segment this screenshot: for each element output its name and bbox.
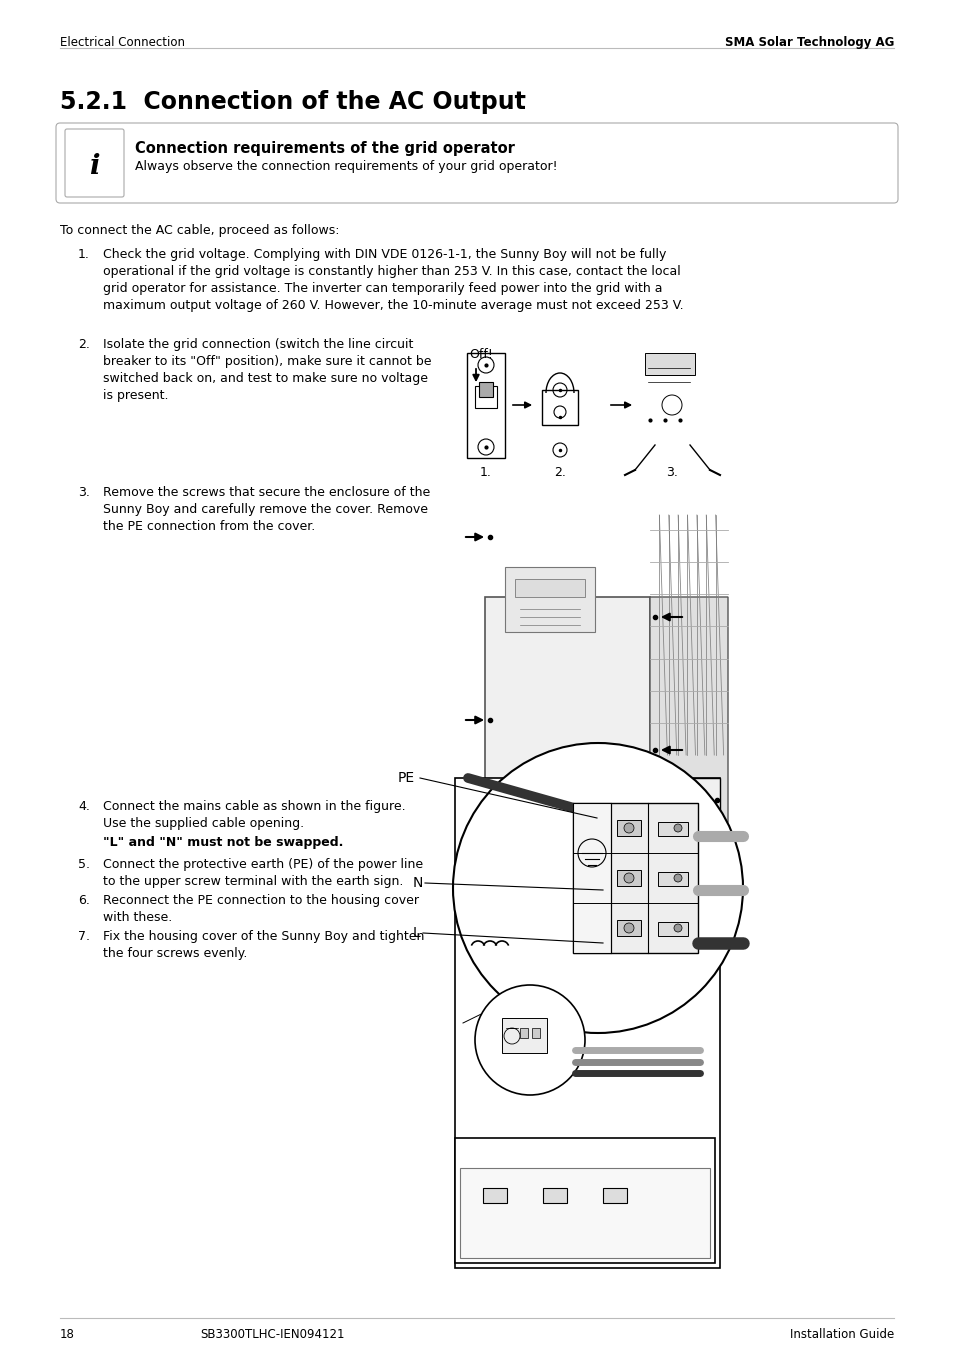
Text: Connect the protective earth (PE) of the power line
to the upper screw terminal : Connect the protective earth (PE) of the… xyxy=(103,859,423,888)
Text: PE: PE xyxy=(397,771,415,786)
Bar xyxy=(617,919,640,936)
Bar xyxy=(617,869,640,886)
Bar xyxy=(501,1018,546,1053)
FancyBboxPatch shape xyxy=(65,128,124,197)
Text: Fix the housing cover of the Sunny Boy and tighten
the four screws evenly.: Fix the housing cover of the Sunny Boy a… xyxy=(103,930,424,960)
Text: 7.: 7. xyxy=(78,930,90,942)
Text: N: N xyxy=(413,876,423,890)
Text: SB3300TLHC-IEN094121: SB3300TLHC-IEN094121 xyxy=(200,1328,344,1341)
Text: Always observe the connection requirements of your grid operator!: Always observe the connection requiremen… xyxy=(135,160,558,173)
Text: L: L xyxy=(413,926,420,940)
Bar xyxy=(542,1188,566,1203)
Text: Installation Guide: Installation Guide xyxy=(789,1328,893,1341)
Bar xyxy=(658,822,687,836)
Text: Connect the mains cable as shown in the figure.
Use the supplied cable opening.: Connect the mains cable as shown in the … xyxy=(103,800,405,830)
Circle shape xyxy=(475,986,584,1095)
FancyBboxPatch shape xyxy=(56,123,897,203)
Bar xyxy=(459,1168,709,1257)
Bar xyxy=(541,389,578,425)
Text: 2.: 2. xyxy=(78,338,90,352)
Bar xyxy=(478,383,493,397)
Text: 5.: 5. xyxy=(78,859,90,871)
Circle shape xyxy=(673,823,681,831)
Bar xyxy=(455,1138,714,1263)
Bar xyxy=(573,803,698,953)
Text: To connect the AC cable, proceed as follows:: To connect the AC cable, proceed as foll… xyxy=(60,224,339,237)
Bar xyxy=(455,777,720,1268)
Bar xyxy=(532,1028,539,1038)
Text: 2.: 2. xyxy=(554,466,565,479)
Text: 3.: 3. xyxy=(666,466,678,479)
Text: 1.: 1. xyxy=(479,466,492,479)
Text: Reconnect the PE connection to the housing cover
with these.: Reconnect the PE connection to the housi… xyxy=(103,894,418,923)
Text: Connection requirements of the grid operator: Connection requirements of the grid oper… xyxy=(135,141,515,155)
Text: 4.: 4. xyxy=(78,800,90,813)
Circle shape xyxy=(673,873,681,882)
Text: Check the grid voltage. Complying with DIN VDE 0126-1-1, the Sunny Boy will not : Check the grid voltage. Complying with D… xyxy=(103,247,683,312)
Text: Electrical Connection: Electrical Connection xyxy=(60,37,185,49)
Bar xyxy=(658,922,687,936)
Polygon shape xyxy=(484,598,649,837)
Circle shape xyxy=(623,823,634,833)
Text: 1.: 1. xyxy=(78,247,90,261)
Text: Remove the screws that secure the enclosure of the
Sunny Boy and carefully remov: Remove the screws that secure the enclos… xyxy=(103,485,430,533)
Circle shape xyxy=(453,744,742,1033)
Circle shape xyxy=(623,873,634,883)
Bar xyxy=(515,579,584,598)
Bar xyxy=(475,387,497,408)
Polygon shape xyxy=(639,913,704,1002)
Text: SMA Solar Technology AG: SMA Solar Technology AG xyxy=(724,37,893,49)
Polygon shape xyxy=(484,837,679,865)
Text: 18: 18 xyxy=(60,1328,74,1341)
Text: 3.: 3. xyxy=(78,485,90,499)
Circle shape xyxy=(623,923,634,933)
Text: Off!: Off! xyxy=(469,347,493,361)
Polygon shape xyxy=(649,598,727,837)
Bar xyxy=(519,1028,527,1038)
Bar xyxy=(602,1188,626,1203)
Bar xyxy=(482,1188,506,1203)
Bar xyxy=(467,353,504,458)
Bar xyxy=(659,777,720,818)
Text: i: i xyxy=(90,154,100,181)
Bar xyxy=(658,872,687,886)
Text: Isolate the grid connection (switch the line circuit
breaker to its "Off" positi: Isolate the grid connection (switch the … xyxy=(103,338,431,402)
Bar xyxy=(617,821,640,836)
Bar xyxy=(644,353,695,375)
Text: 5.2.1  Connection of the AC Output: 5.2.1 Connection of the AC Output xyxy=(60,91,525,114)
Circle shape xyxy=(673,923,681,932)
Text: 6.: 6. xyxy=(78,894,90,907)
Text: "L" and "N" must not be swapped.: "L" and "N" must not be swapped. xyxy=(103,836,343,849)
Bar xyxy=(504,566,595,631)
Bar xyxy=(573,803,610,953)
